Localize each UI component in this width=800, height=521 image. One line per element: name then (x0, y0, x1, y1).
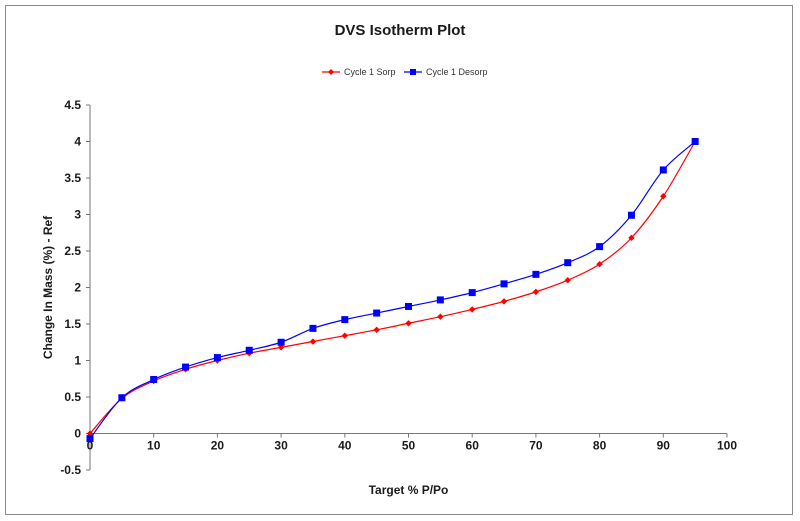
data-point-cycle-1-sorp (500, 298, 508, 305)
data-point-cycle-1-sorp (596, 260, 603, 268)
data-point-cycle-1-sorp (341, 332, 348, 339)
x-tick-label: 50 (402, 439, 416, 453)
chart-frame (5, 5, 793, 515)
x-tick-label: 20 (211, 439, 225, 453)
data-point-cycle-1-sorp (277, 344, 285, 351)
y-tick-label: 3.5 (64, 171, 81, 185)
y-tick-label: -0.5 (60, 463, 81, 477)
data-point-cycle-1-desorp (309, 324, 317, 332)
legend-marker-cycle-1-sorp (328, 69, 334, 75)
y-tick-label: 2.5 (64, 244, 81, 258)
data-point-cycle-1-sorp (405, 320, 412, 327)
y-tick-label: 1 (74, 354, 81, 368)
data-point-cycle-1-desorp (86, 435, 94, 443)
series-line-cycle-1-desorp (89, 141, 696, 439)
data-point-cycle-1-desorp (436, 296, 444, 304)
data-point-cycle-1-sorp (660, 193, 667, 200)
data-point-cycle-1-desorp (659, 166, 667, 174)
data-point-cycle-1-desorp (500, 280, 508, 288)
legend-label-cycle-1-sorp: Cycle 1 Sorp (344, 67, 396, 77)
data-point-cycle-1-sorp (86, 430, 94, 437)
x-tick-label: 80 (593, 439, 607, 453)
data-point-cycle-1-desorp (596, 243, 604, 251)
y-tick-label: 0 (74, 427, 81, 441)
y-tick-label: 4.5 (64, 98, 81, 112)
y-tick-label: 2 (74, 281, 81, 295)
y-tick-label: 1.5 (64, 317, 81, 331)
data-point-cycle-1-desorp (150, 375, 158, 383)
x-tick-label: 0 (87, 439, 94, 453)
y-axis-title: Change In Mass (%) - Ref (41, 215, 55, 359)
data-point-cycle-1-desorp (532, 270, 540, 278)
legend-marker-cycle-1-desorp (410, 69, 416, 75)
data-point-cycle-1-desorp (245, 346, 253, 354)
data-point-cycle-1-sorp (469, 306, 476, 313)
data-point-cycle-1-sorp (437, 313, 444, 320)
data-point-cycle-1-desorp (373, 309, 381, 317)
data-point-cycle-1-desorp (213, 354, 221, 362)
x-tick-label: 40 (338, 439, 352, 453)
data-point-cycle-1-desorp (627, 211, 635, 219)
legend-label-cycle-1-desorp: Cycle 1 Desorp (426, 67, 488, 77)
data-point-cycle-1-desorp (691, 138, 699, 145)
data-point-cycle-1-desorp (341, 316, 349, 324)
data-point-cycle-1-desorp (277, 338, 285, 346)
x-tick-label: 90 (657, 439, 671, 453)
data-point-cycle-1-desorp (405, 302, 412, 310)
x-tick-label: 30 (274, 439, 288, 453)
x-tick-label: 60 (466, 439, 480, 453)
x-tick-label: 70 (529, 439, 543, 453)
series-line-cycle-1-sorp (89, 141, 696, 434)
data-point-cycle-1-sorp (309, 338, 317, 345)
data-point-cycle-1-sorp (628, 234, 635, 242)
x-axis-title: Target % P/Po (369, 483, 449, 497)
y-tick-label: 4 (74, 135, 81, 149)
x-tick-label: 100 (717, 439, 737, 453)
chart-title: DVS Isotherm Plot (334, 22, 466, 39)
data-point-cycle-1-sorp (532, 288, 540, 296)
y-tick-label: 3 (74, 208, 81, 222)
data-point-cycle-1-desorp (468, 289, 476, 297)
data-point-cycle-1-desorp (182, 363, 190, 371)
data-point-cycle-1-desorp (118, 394, 126, 402)
y-tick-label: 0.5 (64, 390, 81, 404)
x-tick-label: 10 (147, 439, 161, 453)
data-point-cycle-1-desorp (564, 259, 572, 267)
data-point-cycle-1-sorp (564, 277, 571, 284)
data-point-cycle-1-sorp (373, 326, 380, 334)
